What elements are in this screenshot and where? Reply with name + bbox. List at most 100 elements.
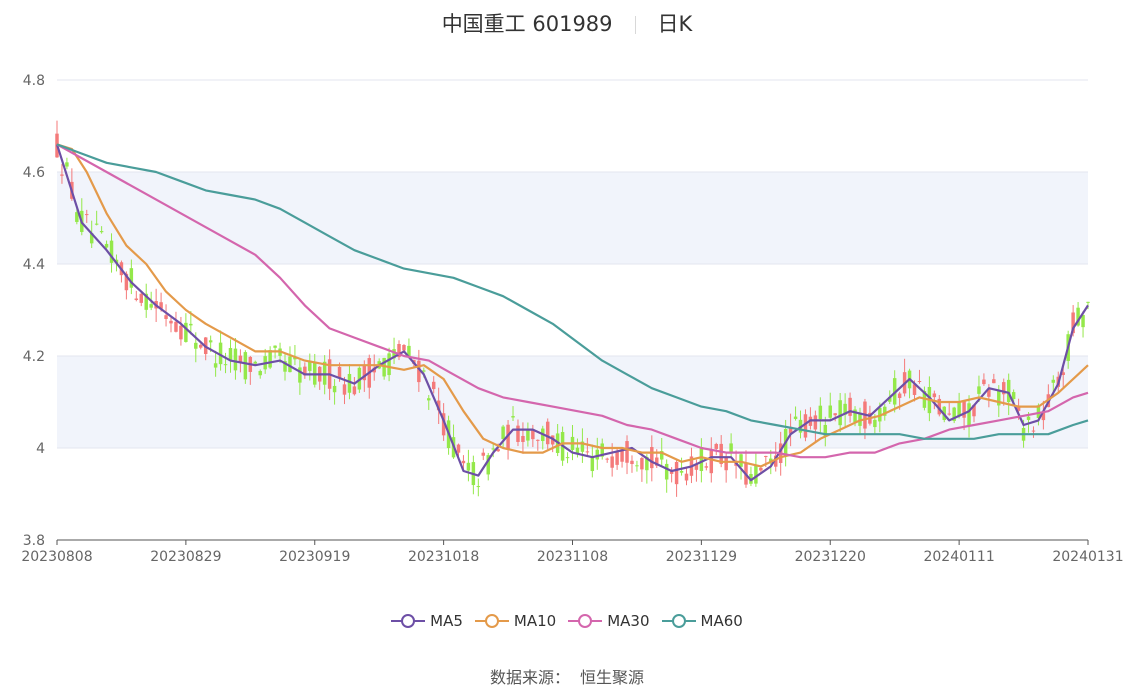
candle-body	[60, 174, 64, 176]
candle-body	[322, 361, 327, 385]
chart-legend: MA5 MA10 MA30 MA60	[0, 612, 1134, 633]
candle-body	[536, 439, 540, 441]
candle-body	[268, 350, 272, 368]
candle-body	[491, 448, 495, 450]
candle-body	[347, 373, 352, 393]
candle-body	[89, 233, 94, 244]
candle-body	[431, 381, 436, 390]
y-tick-label: 4.8	[23, 73, 45, 89]
candle-body	[838, 400, 842, 426]
candle-body	[506, 424, 510, 450]
data-source: 数据来源： 恒生聚源	[0, 664, 1134, 688]
candle-body	[600, 443, 604, 457]
candle-body	[992, 379, 996, 384]
candle-body	[684, 473, 689, 481]
candle-body	[580, 441, 585, 452]
candle-body	[238, 355, 243, 363]
ma-line-ma30	[56, 143, 1089, 459]
source-label: 数据来源：	[489, 668, 570, 687]
candle-body	[1031, 430, 1036, 432]
candle-body	[104, 243, 109, 248]
grid-band	[57, 172, 1088, 264]
legend-item-ma30[interactable]: MA30	[568, 612, 650, 630]
candle-body	[1011, 392, 1016, 400]
candle-body	[719, 443, 723, 465]
candle-body	[228, 348, 233, 360]
candle-body	[704, 466, 709, 468]
candle-body	[803, 414, 808, 438]
candle-body	[987, 389, 991, 397]
candle-body	[298, 367, 302, 383]
candle-body	[85, 214, 89, 216]
candle-body	[521, 435, 525, 442]
legend-item-ma10[interactable]: MA10	[474, 612, 557, 630]
candle-body	[94, 223, 99, 225]
y-tick-label: 4	[36, 441, 45, 457]
candle-body	[199, 344, 203, 348]
candle-body	[511, 416, 515, 418]
candle-body	[972, 404, 976, 417]
x-tick-label: 20231108	[537, 549, 608, 565]
y-tick-label: 4.2	[23, 349, 45, 365]
candle-body	[1002, 382, 1006, 395]
candle-body	[640, 458, 644, 470]
candle-body	[441, 413, 446, 436]
candle-body	[754, 465, 758, 484]
x-tick-label: 20230808	[21, 549, 92, 565]
legend-label: MA10	[513, 612, 557, 630]
candle-body	[655, 457, 659, 466]
candle-body	[293, 357, 297, 360]
candle-body	[699, 447, 704, 472]
candle-body	[1086, 301, 1090, 303]
candle-body	[630, 460, 634, 465]
candle-body	[427, 398, 431, 401]
candle-body	[253, 361, 258, 364]
candle-body	[669, 471, 674, 474]
candle-body	[516, 425, 520, 442]
candle-body	[1061, 372, 1065, 376]
y-tick-label: 4.6	[23, 165, 45, 181]
title-divider	[634, 16, 636, 34]
x-tick-label: 20240131	[1052, 549, 1123, 565]
candle-body	[1081, 314, 1085, 328]
title-stock-name: 中国重工 601989	[441, 12, 613, 36]
candle-body	[139, 293, 143, 303]
candle-body	[937, 398, 942, 415]
candle-body	[208, 340, 213, 343]
candle-body	[1036, 405, 1041, 419]
legend-marker-icon	[661, 614, 696, 628]
legend-label: MA60	[700, 612, 743, 630]
candle-body	[645, 456, 649, 471]
candle-body	[332, 385, 337, 393]
candle-body	[833, 413, 837, 416]
candle-body	[709, 450, 714, 474]
legend-item-ma5[interactable]: MA5	[391, 612, 463, 630]
candle-body	[342, 384, 347, 395]
candle-body	[883, 406, 887, 416]
candle-body	[818, 405, 823, 420]
candle-body	[169, 320, 173, 324]
candle-body	[109, 240, 114, 263]
candle-body	[486, 455, 490, 475]
candle-body	[887, 396, 892, 402]
ma-line-ma10	[56, 143, 1089, 468]
kline-chart: 3.8 4 4.2 4.4 4.6 4.8 20230808 20230829 20230919…	[21, 73, 1123, 565]
candle-body	[501, 426, 505, 440]
candle-body	[1051, 379, 1056, 383]
candle-body	[957, 402, 961, 416]
candle-body	[422, 370, 426, 372]
legend-item-ma60[interactable]: MA60	[661, 612, 743, 630]
candle-body	[962, 401, 966, 418]
candle-body	[243, 352, 248, 380]
candle-body	[99, 231, 104, 233]
candle-body	[258, 370, 262, 376]
candle-body	[729, 443, 733, 454]
candle-body	[466, 462, 471, 471]
title-period: 日K	[657, 12, 693, 36]
candle-body	[694, 463, 699, 470]
candle-body	[179, 325, 183, 340]
candle-body	[481, 452, 486, 456]
legend-marker-icon	[474, 614, 509, 628]
candle-body	[997, 391, 1001, 406]
legend-label: MA5	[430, 612, 463, 630]
